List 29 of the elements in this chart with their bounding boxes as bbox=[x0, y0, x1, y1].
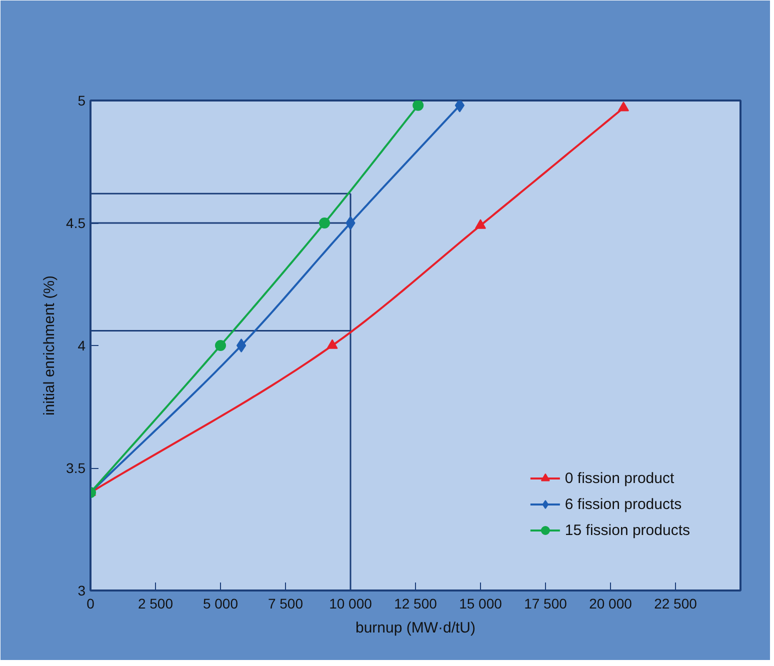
x-tick-label: 22 500 bbox=[654, 596, 698, 612]
legend-label: 6 fission products bbox=[564, 496, 682, 512]
x-axis-title: burnup (MW·d/tU) bbox=[355, 620, 476, 636]
x-tick-label: 17 500 bbox=[524, 596, 568, 612]
y-tick-label: 3 bbox=[78, 582, 86, 598]
point bbox=[346, 216, 356, 230]
y-axis-title: initial enrichment (%) bbox=[41, 275, 58, 416]
x-tick-label: 5 000 bbox=[202, 596, 238, 612]
point bbox=[236, 338, 246, 352]
legend-label: 0 fission product bbox=[564, 470, 674, 486]
x-tick-label: 0 bbox=[86, 596, 95, 612]
x-tick-label: 7 500 bbox=[268, 596, 304, 612]
legend-label: 15 fission products bbox=[564, 522, 690, 538]
x-tick-label: 15 000 bbox=[459, 596, 502, 612]
y-tick-label: 4 bbox=[78, 338, 86, 354]
point bbox=[215, 340, 226, 351]
x-tick-label: 20 000 bbox=[589, 596, 632, 612]
point bbox=[326, 339, 338, 349]
y-tick-label: 5 bbox=[78, 92, 86, 108]
point bbox=[475, 219, 486, 229]
point bbox=[412, 100, 424, 111]
x-tick-label: 12 500 bbox=[394, 596, 438, 612]
point bbox=[319, 218, 330, 228]
x-tick-label: 10 000 bbox=[329, 596, 372, 612]
point bbox=[618, 102, 629, 112]
y-tick-label: 3.5 bbox=[66, 460, 86, 476]
point bbox=[454, 100, 465, 112]
y-tick-label: 4.5 bbox=[66, 215, 86, 231]
x-tick-label: 2 500 bbox=[138, 596, 174, 612]
